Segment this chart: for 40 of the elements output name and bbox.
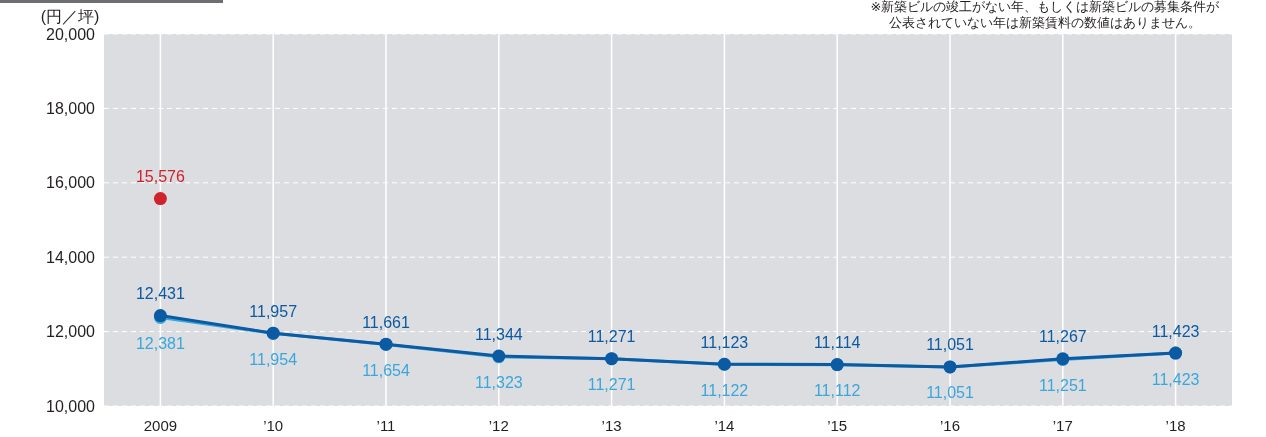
data-label: 11,251: [1038, 376, 1087, 394]
data-label: 11,114: [813, 334, 861, 352]
x-tick-label: ’12: [488, 416, 509, 434]
text: 公表されていない年は新築賃料の数値はありません。: [889, 15, 1201, 30]
x-tick-label: ’10: [263, 416, 284, 434]
x-tick-label: 2009: [143, 416, 178, 434]
y-tick-label: 10,000: [46, 397, 96, 415]
data-label: 11,123: [700, 333, 749, 351]
data-label: 11,323: [474, 374, 523, 392]
data-label: 11,423: [1151, 322, 1200, 340]
data-label: 11,271: [587, 376, 636, 394]
data-label: 11,661: [362, 313, 410, 331]
y-tick-label: 12,000: [46, 323, 96, 341]
y-axis-title: (円／坪): [40, 7, 100, 25]
data-label: 11,051: [926, 384, 974, 402]
data-label: 11,344: [474, 325, 523, 343]
data-label: 11,957: [249, 302, 298, 320]
y-tick-label: 20,000: [46, 25, 96, 43]
data-label: 11,954: [249, 350, 298, 368]
x-tick-label: ’18: [1165, 416, 1186, 434]
y-tick-label: 18,000: [46, 99, 96, 117]
text: ※新築ビルの竣工がない年、もしくは新築ビルの募集条件が: [870, 0, 1221, 14]
data-label: 11,271: [587, 328, 636, 346]
data-label: 12,381: [135, 334, 185, 352]
data-label: 11,654: [362, 361, 410, 379]
data-label: 11,051: [926, 336, 974, 354]
x-tick-label: ’11: [376, 416, 396, 434]
x-tick-label: ’13: [601, 416, 622, 434]
data-label: 11,267: [1038, 328, 1087, 346]
data-label: 11,112: [813, 382, 861, 400]
y-tick-label: 16,000: [46, 174, 96, 192]
data-label: 12,431: [135, 285, 185, 303]
data-label: 15,576: [135, 168, 185, 186]
x-tick-label: ’14: [714, 416, 735, 434]
x-tick-label: ’16: [939, 416, 961, 434]
y-tick-label: 14,000: [46, 248, 96, 266]
data-label: 11,122: [700, 381, 749, 399]
x-tick-label: ’17: [1052, 416, 1073, 434]
data-label: 11,423: [1151, 370, 1200, 388]
x-tick-label: ’15: [827, 416, 848, 434]
